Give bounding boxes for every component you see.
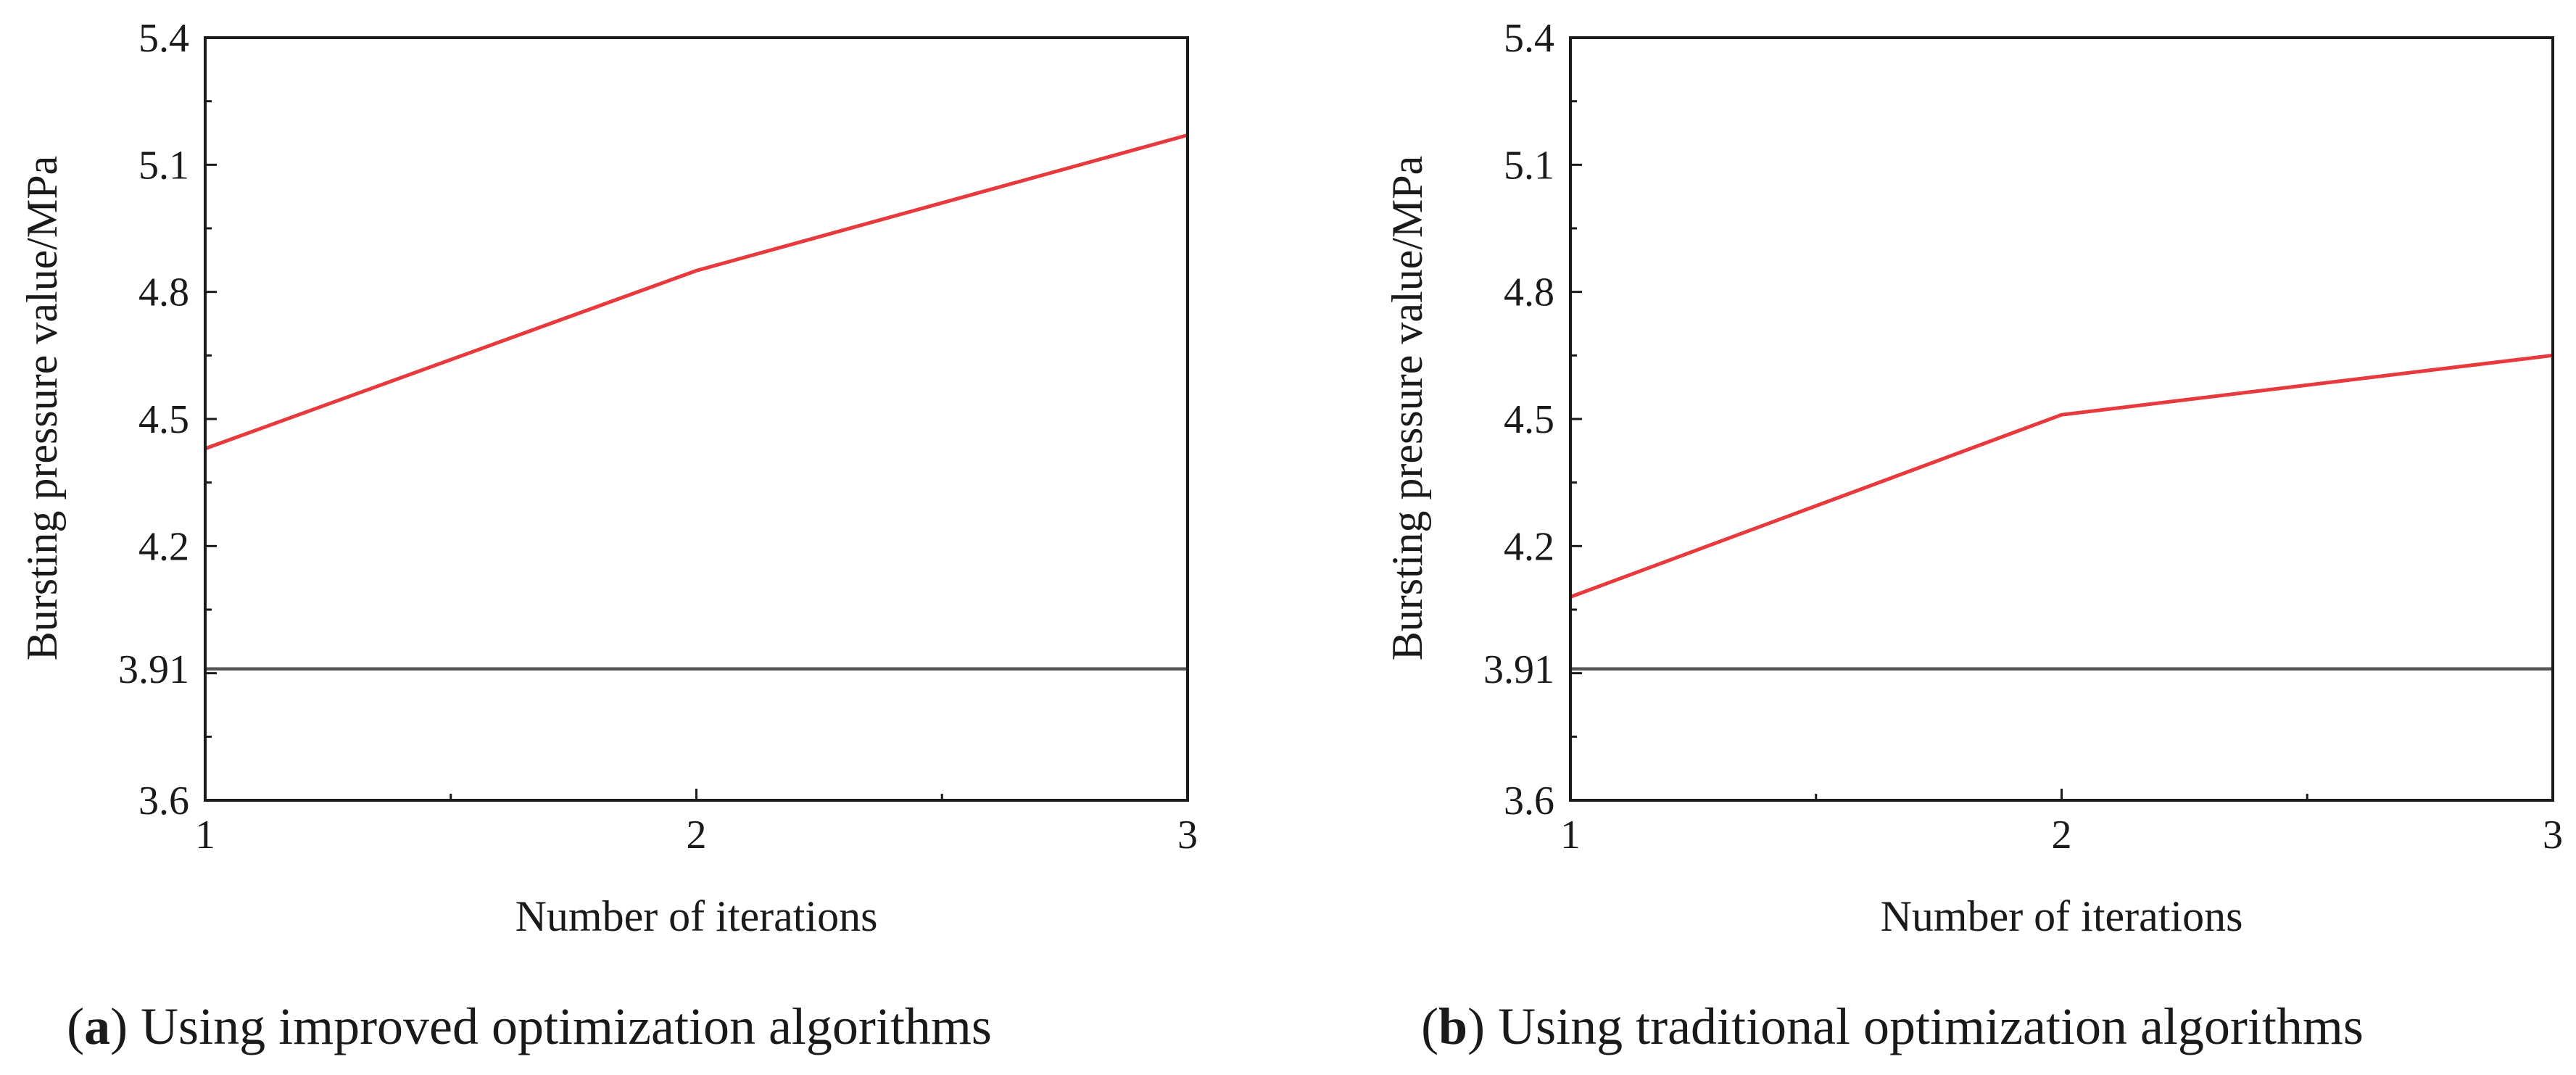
x-tick-label: 1: [195, 813, 215, 858]
y-tick-label: 3.6: [1504, 779, 1554, 823]
y-tick-label: 4.2: [138, 524, 189, 569]
chart-panel-a: 3.6 3.91 4.2 4.5 4.8 5.1 5.4 1 2 3 Number of itera…: [18, 16, 1198, 1055]
x-axis-title: Number of iterations: [1881, 892, 2243, 940]
x-tick-label: 2: [2052, 813, 2072, 858]
x-axis-title: Number of iterations: [515, 892, 878, 940]
caption-letter: a: [84, 997, 110, 1055]
caption-text: Using traditional optimization algorithm…: [1498, 997, 2364, 1055]
plot-frame: [1569, 36, 2554, 802]
y-tick-label: 5.1: [1504, 143, 1554, 188]
y-axis-title: Bursting pressure value/MPa: [18, 156, 66, 661]
y-tick-label: 4.8: [138, 270, 189, 315]
y-tick-label: 4.8: [1504, 270, 1554, 315]
bursting-pressure-line: [1570, 353, 2554, 599]
y-tick-label: 5.1: [138, 143, 189, 188]
plot-frame: [204, 36, 1189, 802]
y-tick-label: 4.2: [1504, 524, 1554, 569]
bursting-pressure-line: [204, 133, 1188, 451]
y-tick-label: 4.5: [1504, 397, 1554, 442]
y-tick-label: 3.91: [1483, 647, 1554, 692]
x-tick-label: 3: [2543, 813, 2563, 858]
y-tick-label: 3.6: [138, 779, 189, 823]
caption-text: Using improved optimization algorithms: [141, 997, 992, 1055]
panel-caption: (a) Using improved optimization algorith…: [67, 997, 992, 1055]
y-tick-label: 5.4: [138, 16, 189, 61]
y-tick-label: 4.5: [138, 397, 189, 442]
x-tick-label: 1: [1560, 813, 1581, 858]
y-axis-title: Bursting pressure value/MPa: [1383, 156, 1431, 661]
caption-letter: b: [1438, 997, 1467, 1055]
panel-caption: (b) Using traditional optimization algor…: [1421, 997, 2364, 1055]
chart-panel-b: 3.6 3.91 4.2 4.5 4.8 5.1 5.4 1 2 3 Number of itera…: [1383, 16, 2563, 1055]
y-tick-label: 3.91: [118, 647, 189, 692]
y-tick-label: 5.4: [1504, 16, 1554, 61]
x-tick-label: 3: [1177, 813, 1198, 858]
x-tick-label: 2: [687, 813, 707, 858]
